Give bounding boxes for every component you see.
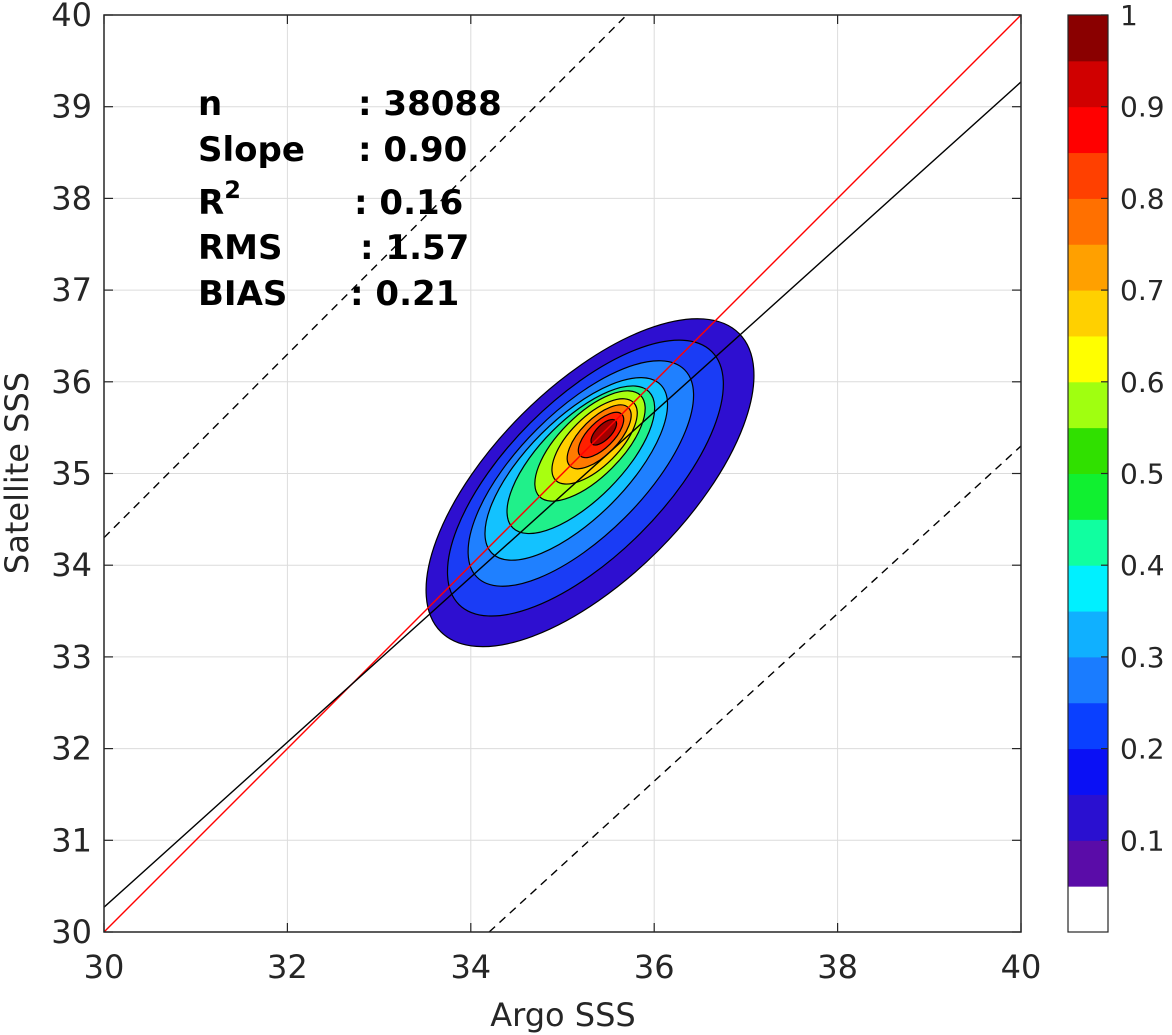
colorbar-segment — [1068, 198, 1108, 245]
colorbar-tick-label: 0.2 — [1120, 733, 1165, 766]
y-tick-label: 39 — [51, 88, 92, 126]
stat-value: : 0.90 — [358, 130, 467, 170]
stat-label-superscript: 2 — [224, 176, 241, 204]
y-tick-label: 31 — [51, 821, 92, 859]
colorbar-segment — [1068, 702, 1108, 750]
y-tick-label: 38 — [51, 179, 92, 217]
tick-marks — [103, 14, 1022, 933]
colorbar-segment — [1068, 290, 1108, 337]
colorbar-segment — [1068, 748, 1108, 795]
y-tick-label: 40 — [51, 0, 92, 34]
y-tick-label: 36 — [51, 363, 92, 401]
colorbar-tick-label: 1 — [1120, 0, 1138, 32]
colorbar-segment — [1068, 60, 1108, 108]
stat-label: BIAS — [198, 274, 287, 314]
x-tick-label: 38 — [817, 948, 858, 986]
colorbar-segment — [1068, 794, 1108, 841]
stat-label: RMS — [198, 228, 283, 268]
colorbar-tick-label: 0.8 — [1120, 182, 1165, 215]
reference-lines — [104, 15, 1021, 932]
colorbar-tick-label: 0.5 — [1120, 458, 1165, 491]
colorbar-segment — [1068, 244, 1108, 291]
colorbar-tick-label: 0.9 — [1120, 91, 1165, 124]
stat-value: : 0.16 — [354, 183, 463, 223]
colorbar-segment — [1068, 106, 1108, 154]
y-tick-label: 35 — [51, 455, 92, 493]
colorbar-tick-label: 0.4 — [1120, 549, 1165, 582]
stat-value: : 1.57 — [360, 228, 469, 268]
x-tick-label: 32 — [267, 948, 308, 986]
colorbar-tick-label: 0.1 — [1120, 824, 1165, 857]
colorbar-segment — [1068, 886, 1108, 933]
y-tick-label: 32 — [51, 730, 92, 768]
fit-line — [104, 81, 1021, 908]
y-tick-labels: 30 31 32 33 34 35 36 37 38 39 40 — [51, 0, 92, 951]
1-1-line — [104, 15, 1021, 932]
colorbar-segment — [1068, 565, 1108, 612]
colorbar-segment — [1068, 427, 1108, 474]
y-axis-title: Satellite SSS — [0, 372, 36, 574]
x-tick-label: 34 — [450, 948, 491, 986]
stat-label: Slope — [198, 130, 305, 170]
colorbar-tick-label: 0.3 — [1120, 641, 1165, 674]
x-tick-label: 30 — [84, 948, 125, 986]
x-tick-label: 36 — [634, 948, 675, 986]
y-tick-label: 34 — [51, 546, 92, 584]
x-tick-labels: 30 32 34 36 38 40 — [84, 948, 1042, 986]
x-tick-label: 40 — [1001, 948, 1042, 986]
colorbar-segment — [1068, 611, 1108, 658]
colorbar-segment — [1068, 473, 1108, 520]
stat-value: : 0.21 — [350, 274, 459, 314]
colorbar-segment — [1068, 152, 1108, 199]
colorbar-tick-label: 0.7 — [1120, 274, 1165, 307]
stat-label: n — [198, 84, 222, 124]
colorbar-tick-label: 0.6 — [1120, 366, 1165, 399]
x-axis-title: Argo SSS — [490, 996, 635, 1034]
colorbar-segment — [1068, 840, 1108, 887]
colorbar-segment — [1068, 381, 1108, 429]
y-tick-label: 37 — [51, 271, 92, 309]
stat-value: : 38088 — [358, 84, 502, 124]
y-tick-label: 30 — [51, 913, 92, 951]
colorbar-segment — [1068, 656, 1108, 704]
colorbar-segment — [1068, 15, 1108, 62]
colorbar-segment — [1068, 519, 1108, 566]
colorbar-segment — [1068, 335, 1108, 383]
y-tick-label: 33 — [51, 638, 92, 676]
colorbar: 0.1 0.2 0.3 0.4 0.5 0.6 0.7 0.8 0.9 1 — [1067, 0, 1165, 933]
